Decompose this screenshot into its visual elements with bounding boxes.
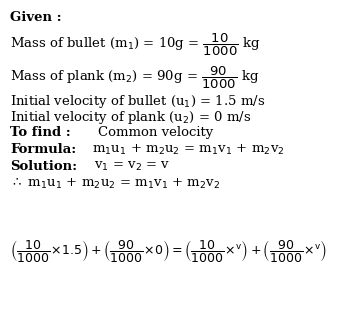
Text: Formula:: Formula: [10,143,77,156]
Text: v$_1$ = v$_2$ = v: v$_1$ = v$_2$ = v [94,160,171,173]
Text: Initial velocity of plank (u$_2$) = 0 m/s: Initial velocity of plank (u$_2$) = 0 m/… [10,109,252,127]
Text: $\left(\dfrac{10}{1000}\!\times\!1.5\right)+\left(\dfrac{90}{1000}\!\times\!0\ri: $\left(\dfrac{10}{1000}\!\times\!1.5\rig… [10,238,328,264]
Text: To find :: To find : [10,126,71,139]
Text: Initial velocity of bullet (u$_1$) = 1.5 m/s: Initial velocity of bullet (u$_1$) = 1.5… [10,93,266,110]
Text: $\therefore$ m$_1$u$_1$ + m$_2$u$_2$ = m$_1$v$_1$ + m$_2$v$_2$: $\therefore$ m$_1$u$_1$ + m$_2$u$_2$ = m… [10,176,221,191]
Text: Given :: Given : [10,11,62,24]
Text: Mass of plank (m$_2$) = 90g = $\dfrac{90}{1000}$ kg: Mass of plank (m$_2$) = 90g = $\dfrac{90… [10,64,260,90]
Text: Mass of bullet (m$_1$) = 10g = $\dfrac{10}{1000}$ kg: Mass of bullet (m$_1$) = 10g = $\dfrac{1… [10,32,261,58]
Text: Common velocity: Common velocity [98,126,213,139]
Text: Solution:: Solution: [10,160,77,173]
Text: m$_1$u$_1$ + m$_2$u$_2$ = m$_1$v$_1$ + m$_2$v$_2$: m$_1$u$_1$ + m$_2$u$_2$ = m$_1$v$_1$ + m… [92,143,285,157]
